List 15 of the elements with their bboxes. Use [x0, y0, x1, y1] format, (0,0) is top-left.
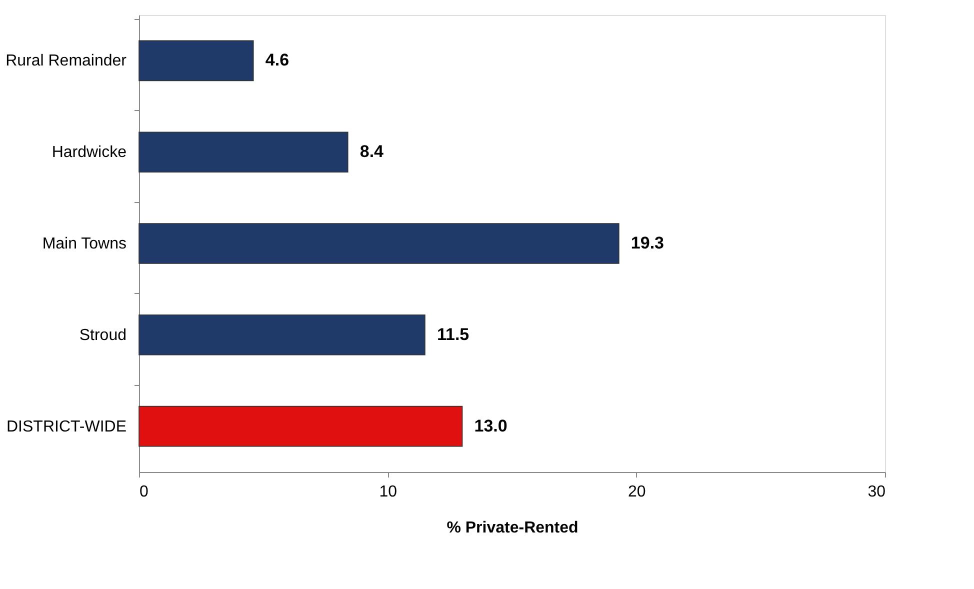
y-tick-label: Hardwicke [52, 144, 127, 162]
data-label: 11.5 [436, 324, 470, 344]
y-tick-label: DISTRICT-WIDE [6, 418, 126, 436]
x-tick-label: 10 [379, 484, 398, 500]
x-tick-label: 0 [140, 484, 148, 500]
y-tick-label: Main Towns [42, 236, 126, 252]
x-tick-label: 20 [628, 484, 646, 500]
x-tick-label: 30 [868, 484, 886, 500]
y-tick-label: Rural Remainder [6, 52, 128, 70]
data-label: 8.4 [360, 142, 384, 162]
data-label: 13.0 [474, 416, 508, 436]
x-axis-title: % Private-Rented [446, 520, 578, 536]
y-tick-label: Stroud [79, 326, 126, 344]
data-label: 4.6 [265, 50, 290, 70]
data-label: 19.3 [630, 234, 664, 252]
